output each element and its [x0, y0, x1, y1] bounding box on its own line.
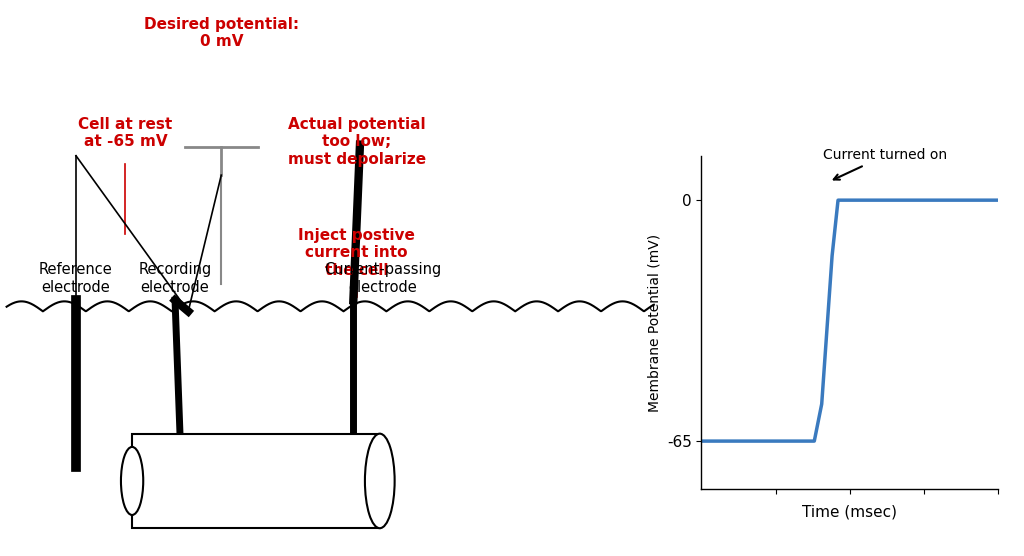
Text: Cell at rest
at -65 mV: Cell at rest at -65 mV — [79, 117, 173, 149]
Text: Actual potential
too low;
must depolarize: Actual potential too low; must depolariz… — [288, 117, 426, 167]
Text: Current-passing
electrode: Current-passing electrode — [325, 262, 441, 295]
Ellipse shape — [365, 434, 394, 528]
X-axis label: Time (msec): Time (msec) — [803, 504, 897, 519]
Text: Recording
electrode: Recording electrode — [138, 262, 212, 295]
Text: Inject postive
current into
the cell: Inject postive current into the cell — [298, 228, 415, 278]
Y-axis label: Membrane Potential (mV): Membrane Potential (mV) — [647, 234, 662, 411]
Text: Reference
electrode: Reference electrode — [39, 262, 113, 295]
Text: Desired potential:
0 mV: Desired potential: 0 mV — [143, 17, 299, 49]
Text: Current turned on: Current turned on — [823, 148, 947, 180]
Bar — [132, 434, 380, 528]
Ellipse shape — [121, 447, 143, 515]
